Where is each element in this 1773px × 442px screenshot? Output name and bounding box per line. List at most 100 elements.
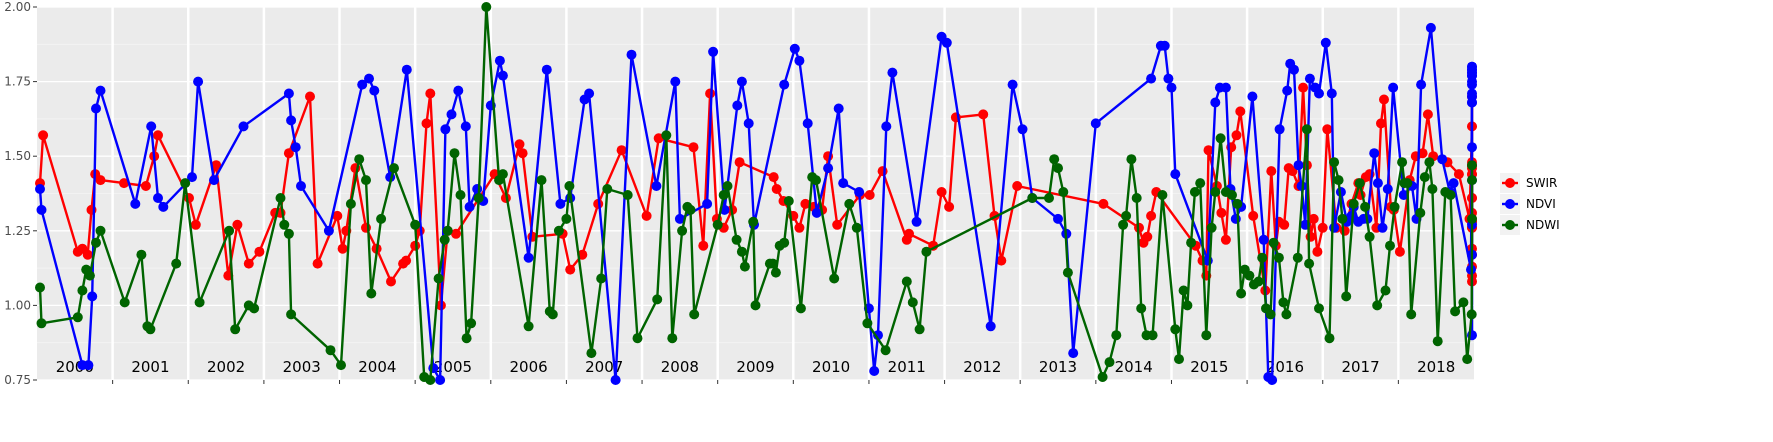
data-point-swir <box>1012 181 1023 191</box>
data-point-ndwi <box>622 190 633 200</box>
data-point-ndvi <box>193 76 204 87</box>
data-point-ndwi <box>829 273 840 284</box>
data-point-ndwi <box>361 175 371 186</box>
data-point-ndwi <box>136 249 147 260</box>
data-point-ndvi <box>446 109 457 120</box>
data-point-ndwi <box>1304 258 1315 269</box>
data-point-swir <box>517 148 528 159</box>
data-point-ndwi <box>652 294 663 305</box>
data-point-ndvi <box>187 172 197 183</box>
data-point-swir <box>794 222 805 233</box>
data-point-ndvi <box>1416 79 1427 90</box>
y-tick-label: 1.25 <box>4 224 31 238</box>
data-point-ndvi <box>811 207 822 218</box>
data-point-ndwi <box>1466 309 1477 320</box>
data-point-ndwi <box>689 309 700 320</box>
data-point-ndwi <box>1189 187 1200 197</box>
x-axis <box>112 380 1399 384</box>
year-label: 2001 <box>131 358 169 376</box>
year-label: 2009 <box>736 358 774 376</box>
data-point-ndwi <box>1062 267 1073 278</box>
data-point-swir <box>153 130 163 141</box>
data-point-swir <box>232 219 243 230</box>
data-point-swir <box>1098 198 1109 209</box>
data-point-ndwi <box>1397 157 1408 168</box>
data-point-ndwi <box>1027 193 1038 203</box>
data-point-ndwi <box>275 193 286 203</box>
data-point-swir <box>1305 231 1316 242</box>
data-point-ndwi <box>561 213 572 224</box>
data-point-ndvi <box>158 201 169 212</box>
data-point-swir <box>514 139 525 150</box>
data-point-ndvi <box>833 103 844 114</box>
data-point-ndvi <box>464 201 475 212</box>
data-point-ndwi <box>547 309 558 320</box>
data-point-ndwi <box>366 288 377 299</box>
data-point-ndwi <box>851 222 862 233</box>
data-point-swir <box>944 201 955 212</box>
data-point-ndwi <box>1458 297 1469 308</box>
data-point-ndwi <box>1337 213 1348 224</box>
data-point-ndwi <box>91 237 101 248</box>
data-point-ndwi <box>35 282 45 293</box>
data-point-swir <box>332 210 343 221</box>
data-point-ndvi <box>651 181 662 191</box>
data-point-ndwi <box>795 303 806 314</box>
data-point-ndwi <box>376 213 387 224</box>
legend-item-ndvi: NDVI <box>1500 194 1556 214</box>
data-point-ndvi <box>1258 234 1269 245</box>
data-point-ndwi <box>72 312 83 323</box>
data-point-ndvi <box>610 375 621 385</box>
data-point-ndvi <box>1293 160 1304 171</box>
y-tick-label: 1.50 <box>4 149 31 163</box>
data-point-ndwi <box>410 219 421 230</box>
data-point-swir <box>337 243 348 254</box>
data-point-ndvi <box>779 79 790 90</box>
data-point-ndvi <box>494 55 505 66</box>
data-point-ndvi <box>838 178 849 189</box>
data-point-ndwi <box>449 148 460 159</box>
data-point-swir <box>1279 219 1290 230</box>
data-point-ndwi <box>677 225 688 236</box>
data-point-swir <box>1231 130 1242 141</box>
data-point-ndwi <box>1195 178 1206 189</box>
data-point-swir <box>95 175 106 186</box>
legend-label: NDVI <box>1526 197 1556 211</box>
data-point-swir <box>936 187 947 197</box>
data-point-ndvi <box>1425 22 1436 33</box>
data-point-ndwi <box>194 297 205 308</box>
data-point-ndwi <box>36 318 47 329</box>
legend-key-point <box>1505 199 1515 209</box>
data-point-ndwi <box>1432 336 1443 347</box>
data-point-ndvi <box>296 181 306 191</box>
data-point-swir <box>254 246 265 257</box>
data-point-swir <box>421 118 432 129</box>
data-point-swir <box>386 276 396 287</box>
data-point-ndvi <box>881 121 892 132</box>
data-point-ndvi <box>1230 213 1241 224</box>
data-point-ndwi <box>249 303 260 314</box>
data-point-ndwi <box>442 225 453 236</box>
data-point-ndvi <box>1210 97 1221 108</box>
data-point-ndvi <box>555 198 566 209</box>
year-label: 2017 <box>1341 358 1379 376</box>
data-point-ndwi <box>1445 190 1456 200</box>
data-point-ndvi <box>674 213 685 224</box>
data-point-ndwi <box>279 219 290 230</box>
data-point-ndwi <box>1324 333 1335 344</box>
data-point-ndwi <box>345 198 356 209</box>
data-point-ndvi <box>1247 91 1258 102</box>
year-label: 2015 <box>1190 358 1228 376</box>
data-point-ndwi <box>1244 270 1255 281</box>
data-point-ndwi <box>1253 276 1264 287</box>
data-point-swir <box>1220 234 1231 245</box>
data-point-ndwi <box>1236 288 1247 299</box>
data-point-ndvi <box>460 121 471 132</box>
legend-item-swir: SWIR <box>1500 173 1557 193</box>
data-point-ndwi <box>325 345 336 356</box>
data-point-swir <box>1453 169 1464 180</box>
data-point-ndwi <box>1265 309 1276 320</box>
data-point-ndvi <box>1017 124 1028 135</box>
data-point-swir <box>877 166 888 177</box>
data-point-ndvi <box>1163 73 1174 84</box>
